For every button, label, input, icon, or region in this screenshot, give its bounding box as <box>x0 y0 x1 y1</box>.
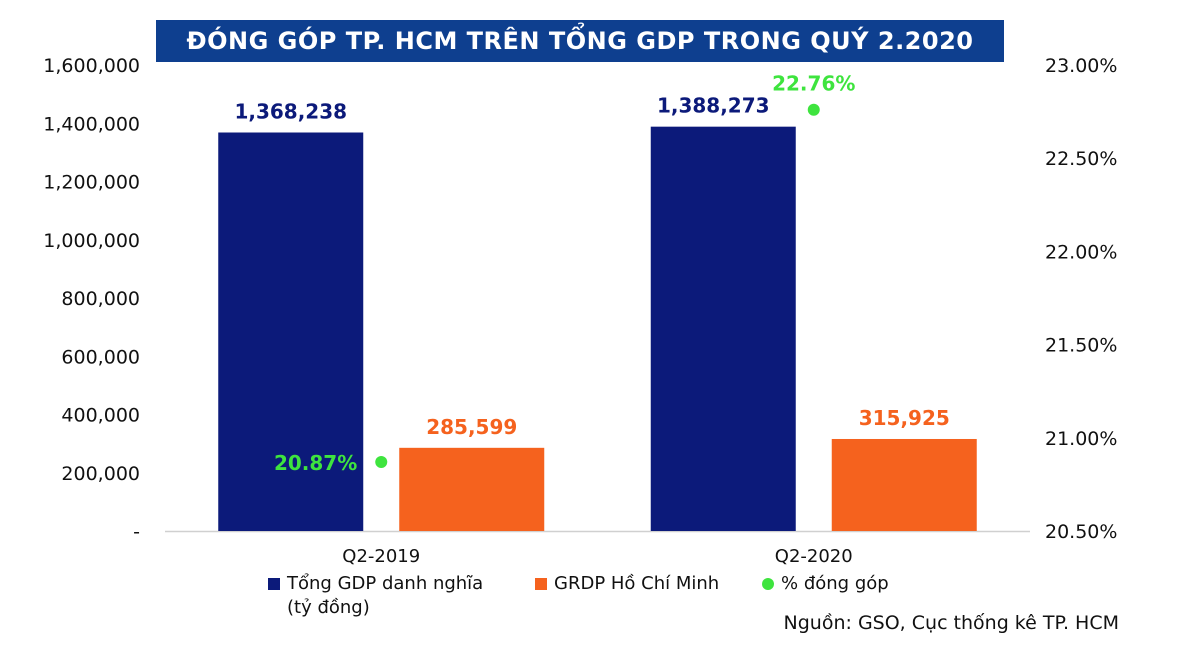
y-tick-label: 1,400,000 <box>43 113 140 135</box>
y-tick-label: 1,200,000 <box>43 172 140 194</box>
bar <box>650 126 796 531</box>
x-tick-label: Q2-2019 <box>342 546 420 567</box>
bar-data-label: 315,925 <box>859 406 950 430</box>
bar-data-label: 1,388,273 <box>657 94 770 118</box>
legend-label-grdp-hcm: GRDP Hồ Chí Minh <box>554 573 720 594</box>
y-tick-label: 600,000 <box>61 346 140 368</box>
legend-item-total-gdp: Tổng GDP danh nghĩa (tỷ đồng) <box>268 572 483 620</box>
chart-title-banner: ĐÓNG GÓP TP. HCM TRÊN TỔNG GDP TRONG QUÝ… <box>156 20 1004 62</box>
bar <box>399 447 545 531</box>
legend-label-contribution: % đóng góp <box>781 573 889 594</box>
y-tick-label: 200,000 <box>61 463 140 485</box>
bar-data-label: 1,368,238 <box>234 100 347 124</box>
x-tick-label: Q2-2020 <box>775 546 853 567</box>
y-tick-label: 800,000 <box>61 288 140 310</box>
y2-tick-label: 21.00% <box>1045 428 1117 450</box>
legend-label-total-gdp: Tổng GDP danh nghĩa (tỷ đồng) <box>287 573 484 618</box>
contribution-data-label: 22.76% <box>772 72 855 96</box>
legend-swatch-grdp-hcm <box>535 578 547 590</box>
legend-item-contribution: % đóng góp <box>762 572 889 596</box>
contribution-point <box>375 456 388 469</box>
bar-data-label: 285,599 <box>426 415 517 439</box>
y-tick-label: 400,000 <box>61 405 140 427</box>
contribution-point <box>807 103 820 116</box>
y2-tick-label: 23.00% <box>1045 55 1117 77</box>
chart-title: ĐÓNG GÓP TP. HCM TRÊN TỔNG GDP TRONG QUÝ… <box>186 27 974 55</box>
bar <box>218 132 364 532</box>
bar <box>831 438 977 531</box>
source-note: Nguồn: GSO, Cục thống kê TP. HCM <box>783 612 1119 634</box>
legend-item-grdp-hcm: GRDP Hồ Chí Minh <box>535 572 719 596</box>
y2-tick-label: 22.00% <box>1045 241 1117 263</box>
y-tick-label: 1,600,000 <box>43 55 140 77</box>
legend-swatch-total-gdp <box>268 578 280 590</box>
y2-tick-label: 22.50% <box>1045 148 1117 170</box>
y2-tick-label: 20.50% <box>1045 521 1117 543</box>
y-tick-label: 1,000,000 <box>43 230 140 252</box>
chart-legend: Tổng GDP danh nghĩa (tỷ đồng) GRDP Hồ Ch… <box>268 572 948 622</box>
contribution-data-label: 20.87% <box>274 451 357 475</box>
y2-tick-label: 21.50% <box>1045 335 1117 357</box>
y-tick-label: - <box>133 521 140 543</box>
legend-swatch-contribution <box>762 578 774 590</box>
